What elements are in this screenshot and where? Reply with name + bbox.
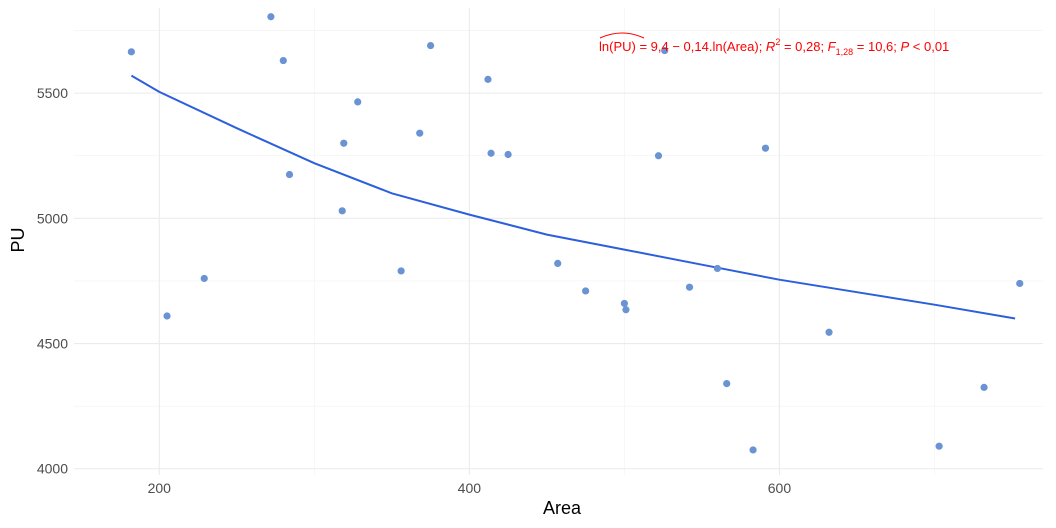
- x-tick-label: 600: [768, 480, 792, 496]
- annotation-p-value: < 0,01: [909, 39, 949, 54]
- data-point: [713, 264, 722, 273]
- data-point: [504, 150, 512, 159]
- data-point: [285, 170, 294, 179]
- data-point: [749, 446, 757, 454]
- data-point: [723, 380, 731, 388]
- tick-labels: 200 400 600 4000 4500 5000 5500: [37, 85, 791, 496]
- annotation-text: ln(PU) = 9,4 − 0,14.ln(Area); R2 = 0,28;…: [599, 37, 949, 57]
- annotation-p-label: P: [901, 39, 910, 54]
- points-layer: [127, 13, 1024, 454]
- grid: [74, 8, 1043, 475]
- data-point: [661, 46, 669, 55]
- annotation-r2-value: = 0,28;: [780, 39, 827, 54]
- data-point: [484, 75, 492, 83]
- data-point: [487, 149, 495, 157]
- data-point: [163, 312, 171, 320]
- y-tick-label: 5500: [37, 85, 68, 101]
- data-point: [554, 259, 562, 268]
- annotation-f-value: = 10,6;: [853, 39, 900, 54]
- data-point: [279, 56, 287, 65]
- regression-annotation: ln(PU) = 9,4 − 0,14.ln(Area); R2 = 0,28;…: [599, 32, 949, 57]
- annotation-r2-sup: 2: [775, 37, 780, 47]
- data-point: [340, 139, 348, 147]
- fit-line: [130, 74, 1016, 320]
- y-tick-label: 5000: [37, 210, 68, 226]
- annotation-lhs: ln(PU): [599, 39, 636, 54]
- data-point: [582, 287, 590, 295]
- data-point: [127, 48, 135, 56]
- x-tick-label: 200: [148, 480, 172, 496]
- annotation-f-label: F: [828, 39, 837, 54]
- data-point: [654, 152, 663, 160]
- data-point: [761, 144, 770, 152]
- x-axis-title: Area: [543, 498, 582, 518]
- y-axis-title: PU: [8, 227, 28, 252]
- data-point: [267, 13, 275, 21]
- hat-accent: [599, 32, 645, 39]
- annotation-f-sub: 1,28: [836, 47, 854, 57]
- data-point: [825, 328, 833, 336]
- y-tick-label: 4500: [37, 336, 68, 352]
- data-point: [1016, 279, 1024, 288]
- data-point: [338, 207, 346, 215]
- data-point: [416, 129, 424, 137]
- y-tick-label: 4000: [37, 461, 68, 477]
- data-point: [397, 267, 405, 275]
- data-point: [620, 299, 628, 308]
- data-point: [354, 98, 362, 106]
- annotation-equation: = 9,4 − 0,14.ln(Area);: [636, 39, 766, 54]
- data-point: [426, 41, 435, 50]
- data-point: [622, 306, 630, 314]
- data-point: [685, 283, 694, 291]
- fit-layer: [130, 74, 1016, 320]
- annotation-r2-label: R: [766, 39, 775, 54]
- data-point: [200, 274, 208, 283]
- data-point: [935, 442, 943, 450]
- x-tick-label: 400: [458, 480, 482, 496]
- data-point: [980, 383, 988, 391]
